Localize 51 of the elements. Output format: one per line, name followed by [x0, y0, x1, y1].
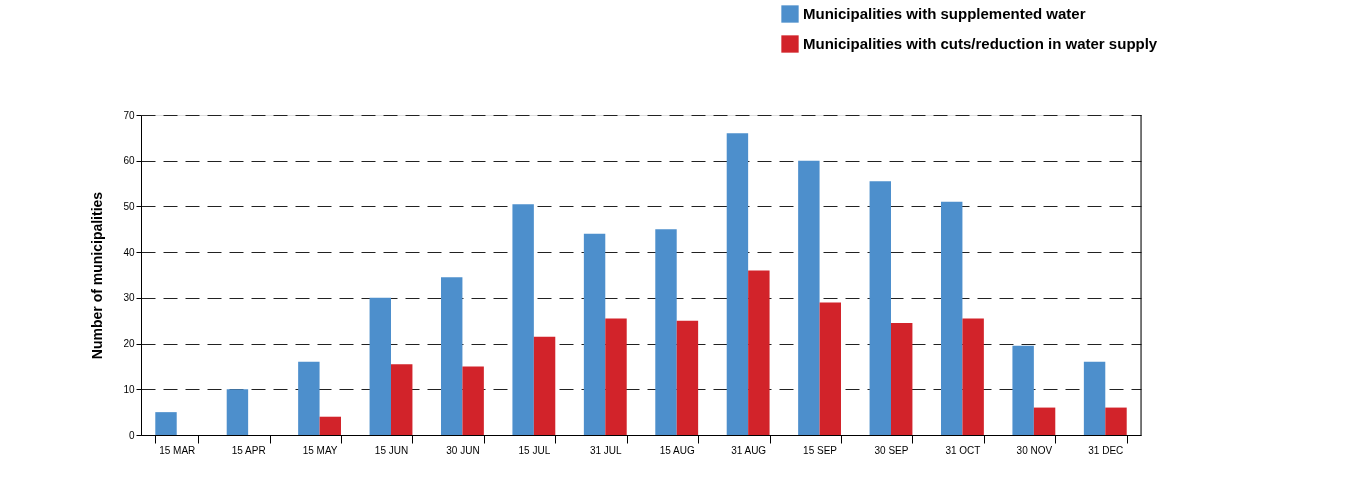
x-tick-label: 15 AUG	[659, 444, 695, 456]
x-tick-label: 30 NOV	[1016, 444, 1053, 456]
bar	[962, 318, 984, 435]
bar	[819, 302, 841, 435]
bar	[605, 318, 627, 435]
bar	[512, 204, 534, 435]
y-tick-label: 0	[128, 429, 135, 441]
y-tick-label: 10	[123, 383, 135, 395]
y-tick-label: 40	[123, 246, 135, 258]
y-tick-label: 60	[123, 155, 135, 167]
bar	[441, 277, 463, 435]
x-tick-label: 15 SEP	[803, 444, 838, 456]
legend-label: Municipalities with cuts/reduction in water supply	[803, 35, 1158, 52]
bar	[891, 323, 913, 435]
bar	[462, 366, 484, 435]
y-tick-label: 30	[123, 292, 135, 304]
bar	[1033, 407, 1056, 435]
y-tick-label: 20	[123, 338, 135, 350]
bar	[226, 389, 249, 435]
bar	[941, 201, 963, 435]
bar	[726, 133, 749, 435]
x-tick-label: 30 SEP	[874, 444, 909, 456]
bar	[748, 270, 770, 435]
x-tick-label: 31 DEC	[1088, 444, 1124, 456]
bar	[533, 336, 556, 435]
y-tick-label: 70	[123, 109, 135, 121]
bar	[798, 160, 820, 435]
bar	[1012, 345, 1034, 435]
x-tick-label: 15 MAR	[159, 444, 196, 456]
x-tick-label: 15 MAY	[302, 444, 338, 456]
bar	[298, 361, 320, 435]
bar	[1083, 361, 1106, 435]
x-tick-label: 15 JUL	[518, 444, 551, 456]
bar	[391, 364, 413, 435]
bar	[869, 181, 891, 435]
bar	[155, 412, 177, 435]
x-tick-label: 31 AUG	[731, 444, 767, 456]
bar	[369, 297, 391, 435]
y-axis-title: Number of municipalities	[89, 191, 106, 360]
bar	[319, 416, 341, 435]
bar	[676, 320, 699, 435]
bar	[583, 233, 606, 435]
x-tick-label: 31 OCT	[945, 444, 981, 456]
x-tick-label: 15 APR	[231, 444, 266, 456]
x-tick-label: 30 JUN	[446, 444, 480, 456]
bar	[1105, 407, 1127, 435]
legend-label: Municipalities with supplemented water	[803, 5, 1086, 22]
bar	[655, 229, 677, 435]
x-tick-label: 15 JUN	[374, 444, 409, 456]
y-tick-label: 50	[123, 200, 135, 212]
x-tick-label: 31 JUL	[589, 444, 623, 456]
